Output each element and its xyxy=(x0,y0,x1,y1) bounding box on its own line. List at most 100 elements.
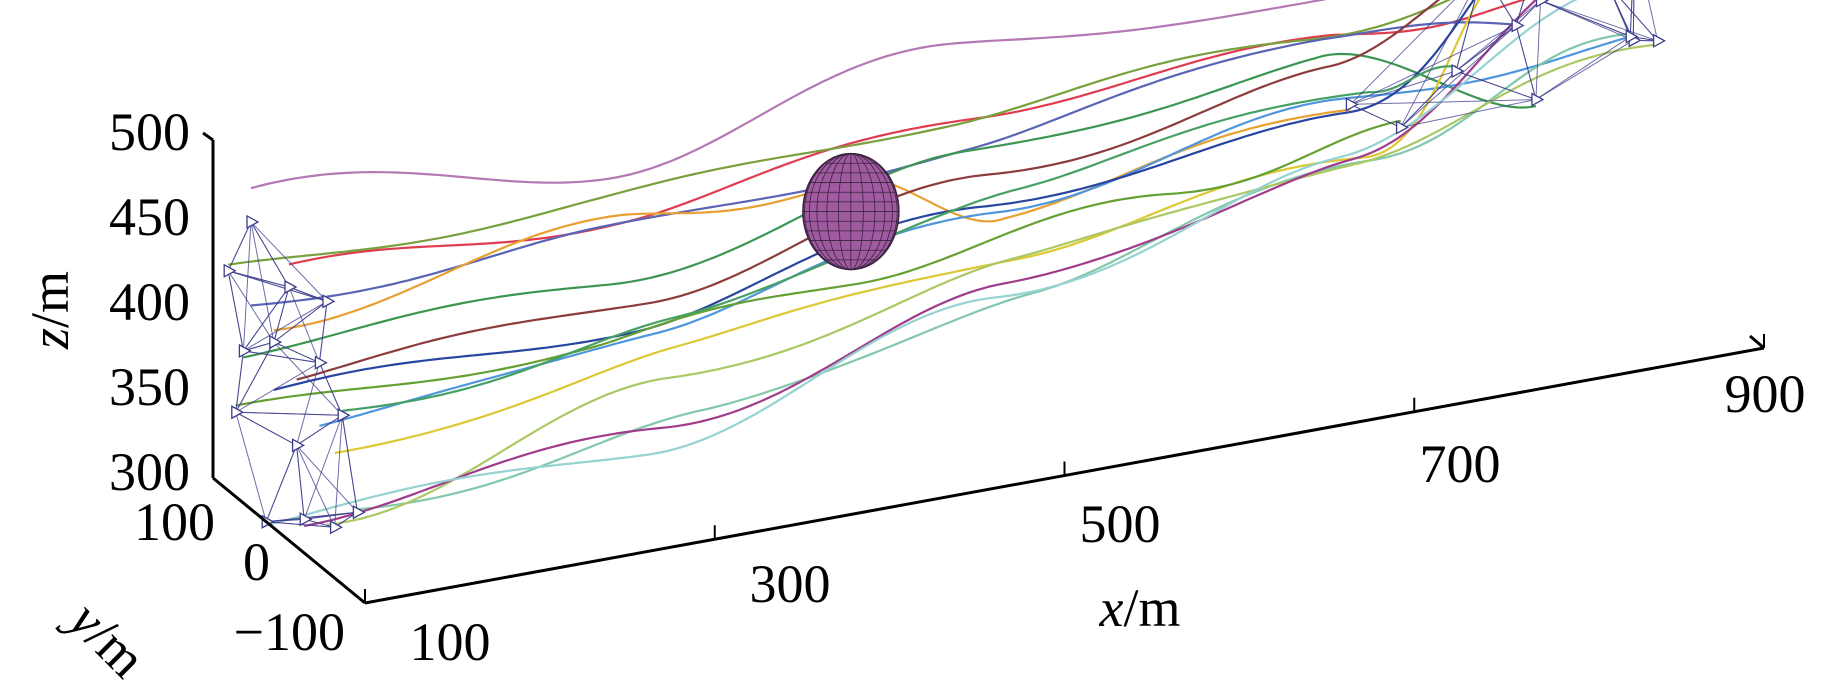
formation-link xyxy=(243,350,320,364)
formation-link xyxy=(1515,25,1537,100)
formation-link xyxy=(235,350,244,413)
x-tick-label: 900 xyxy=(1725,364,1806,424)
formation-link xyxy=(1538,0,1541,1)
formation-link xyxy=(1538,0,1541,1)
x-axis-tick-labels: 100 300 500 700 900 xyxy=(410,364,1806,672)
formation-link xyxy=(288,286,320,363)
trajectory-line xyxy=(228,0,1452,266)
trajectory-line xyxy=(357,32,1631,511)
uav-marker-icon xyxy=(246,214,260,230)
trajectory-series-layer xyxy=(228,0,1658,528)
uav-marker-icon xyxy=(322,294,336,309)
trajectory-line xyxy=(243,52,1537,359)
formation-link xyxy=(243,300,328,352)
formation-link xyxy=(273,341,320,364)
y-tick-label: 100 xyxy=(134,492,215,552)
formation-link xyxy=(1535,0,1541,100)
formation-link xyxy=(265,445,298,522)
formation-link xyxy=(1629,0,1633,37)
z-axis-label: z/m xyxy=(20,271,80,350)
uav-marker-icon xyxy=(337,408,351,423)
z-tick-label: 350 xyxy=(109,357,190,417)
formation-link xyxy=(1350,103,1401,128)
formation-link xyxy=(318,301,328,363)
uav-marker-icon xyxy=(284,279,298,295)
y-axis-tick-labels: 100 0 −100 xyxy=(134,492,345,662)
formation-layer xyxy=(223,0,1666,535)
formation-link xyxy=(250,221,328,302)
formation-link xyxy=(242,286,290,352)
uav-marker-icon xyxy=(1535,0,1549,8)
formation-link xyxy=(273,300,328,343)
trajectory-line xyxy=(319,34,1634,427)
formation-link xyxy=(1648,0,1659,41)
formation-link xyxy=(1400,25,1517,128)
y-tick-label: −100 xyxy=(234,602,345,662)
trajectory-line xyxy=(265,0,1578,527)
formation-link xyxy=(235,341,275,413)
uav-marker-icon xyxy=(329,520,343,535)
uav-marker-icon xyxy=(1395,120,1409,135)
formation-link xyxy=(235,362,320,413)
formation-link xyxy=(273,286,290,343)
formation-link xyxy=(1455,25,1517,72)
axes xyxy=(202,131,1765,605)
formation-link xyxy=(1613,0,1631,37)
formation-link xyxy=(1535,39,1634,100)
formation-link xyxy=(334,415,343,528)
uav-marker-icon xyxy=(291,438,305,453)
z-axis-tick-top xyxy=(202,131,214,142)
formation-link xyxy=(1515,0,1525,26)
x-tick-label: 300 xyxy=(750,554,831,614)
uav-marker-icon xyxy=(231,405,245,420)
formation-link xyxy=(1350,70,1457,105)
uav-marker-icon xyxy=(1511,18,1525,33)
x-axis-end-tick xyxy=(1749,334,1765,350)
z-tick-label: 300 xyxy=(109,442,190,502)
trajectory-line xyxy=(326,43,1658,526)
formation-link xyxy=(318,362,343,416)
formation-link xyxy=(250,221,290,288)
z-tick-label: 500 xyxy=(109,102,190,162)
formation-link xyxy=(296,445,305,520)
uav-marker-icon xyxy=(314,355,328,370)
formation-link xyxy=(296,362,320,446)
trajectory-line xyxy=(250,21,1517,307)
formation-link xyxy=(1540,0,1658,42)
y-axis-label: y/m xyxy=(54,586,157,689)
formation-link xyxy=(1455,70,1537,100)
trajectory-line xyxy=(288,0,1527,266)
formation-link xyxy=(303,415,343,520)
formation-link xyxy=(1400,99,1537,128)
trajectory-line xyxy=(303,0,1538,528)
uav-marker-icon xyxy=(352,505,366,520)
uav-marker-icon xyxy=(1451,63,1465,79)
uav-marker-icon xyxy=(223,263,237,278)
formation-link xyxy=(273,341,343,416)
formation-link xyxy=(235,411,343,416)
formation-link xyxy=(296,414,343,446)
formation-link xyxy=(227,221,252,272)
x-tick-label: 500 xyxy=(1080,494,1161,554)
x-tick-label: 100 xyxy=(410,612,491,672)
formation-link xyxy=(1350,0,1455,105)
formation-link xyxy=(235,412,267,522)
uav-marker-icon xyxy=(1652,33,1666,48)
formation-link xyxy=(1499,0,1517,26)
formation-link xyxy=(242,221,252,351)
formation-link xyxy=(1632,0,1635,41)
formation-link xyxy=(1540,0,1631,37)
formation-link xyxy=(1400,0,1469,128)
formation-link xyxy=(250,221,275,343)
x-tick-label: 700 xyxy=(1420,434,1501,494)
trajectory-line xyxy=(334,0,1481,455)
formation-link xyxy=(227,270,244,351)
x-axis-label: x/m xyxy=(1099,578,1181,638)
formation-link xyxy=(1350,99,1536,105)
x-axis-ticks xyxy=(364,334,1765,603)
trajectory-line xyxy=(296,0,1441,381)
formation-link xyxy=(266,511,358,523)
z-axis-tick-labels: 500 450 400 350 300 xyxy=(109,102,190,502)
uav-marker-icon xyxy=(1345,97,1359,112)
